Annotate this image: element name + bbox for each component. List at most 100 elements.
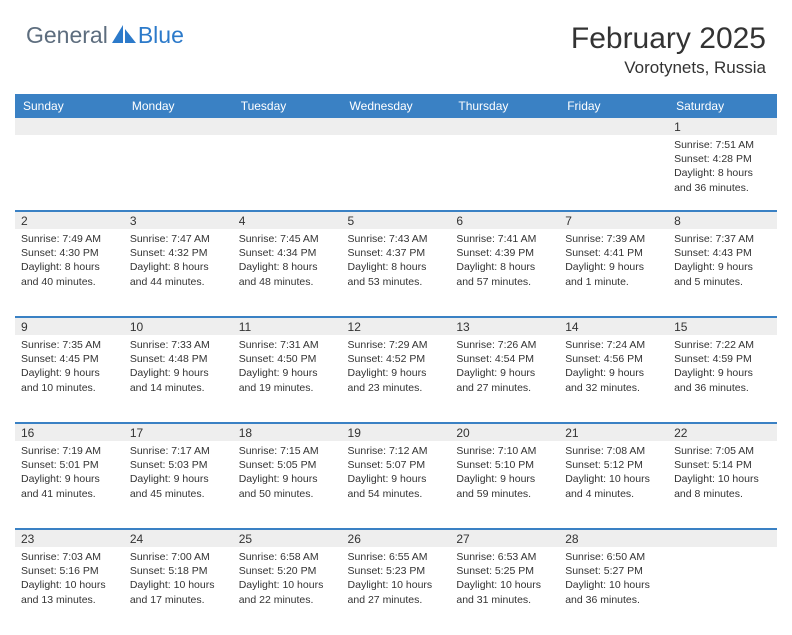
daylight-line: Daylight: 9 hours and 10 minutes. [21, 366, 118, 394]
location-text: Vorotynets, Russia [571, 58, 766, 78]
day-number: 14 [565, 320, 662, 334]
sunset-line: Sunset: 4:45 PM [21, 352, 118, 366]
day-number-cell: 14 [559, 317, 668, 335]
sunrise-line: Sunrise: 7:51 AM [674, 138, 771, 152]
sunset-line: Sunset: 5:27 PM [565, 564, 662, 578]
day-cell: Sunrise: 7:37 AMSunset: 4:43 PMDaylight:… [668, 229, 777, 317]
day-number-cell: 7 [559, 211, 668, 229]
day-header-cell: Sunday [15, 94, 124, 118]
day-number: 1 [674, 120, 771, 134]
day-number-row: 23 24 25262728 [15, 529, 777, 547]
daylight-line: Daylight: 8 hours and 36 minutes. [674, 166, 771, 194]
daylight-line: Daylight: 10 hours and 36 minutes. [565, 578, 662, 606]
day-number: 6 [456, 214, 553, 228]
sunrise-line: Sunrise: 7:29 AM [348, 338, 445, 352]
sunrise-line: Sunrise: 7:31 AM [239, 338, 336, 352]
day-cell: Sunrise: 7:24 AMSunset: 4:56 PMDaylight:… [559, 335, 668, 423]
daylight-line: Daylight: 9 hours and 1 minute. [565, 260, 662, 288]
day-details-row: Sunrise: 7:49 AMSunset: 4:30 PMDaylight:… [15, 229, 777, 317]
day-number: 10 [130, 320, 227, 334]
daylight-line: Daylight: 10 hours and 22 minutes. [239, 578, 336, 606]
day-cell: Sunrise: 7:29 AMSunset: 4:52 PMDaylight:… [342, 335, 451, 423]
day-number-cell: 1 [668, 118, 777, 135]
sunset-line: Sunset: 5:18 PM [130, 564, 227, 578]
daylight-line: Daylight: 8 hours and 44 minutes. [130, 260, 227, 288]
sunset-line: Sunset: 4:30 PM [21, 246, 118, 260]
month-title: February 2025 [571, 22, 766, 56]
day-number: 2 [21, 214, 118, 228]
day-number-cell: 28 [559, 529, 668, 547]
day-cell: Sunrise: 6:53 AMSunset: 5:25 PMDaylight:… [450, 547, 559, 635]
sunrise-line: Sunrise: 7:39 AM [565, 232, 662, 246]
sunrise-line: Sunrise: 7:24 AM [565, 338, 662, 352]
day-number-cell: 11 [233, 317, 342, 335]
daylight-line: Daylight: 9 hours and 23 minutes. [348, 366, 445, 394]
day-cell: Sunrise: 7:12 AMSunset: 5:07 PMDaylight:… [342, 441, 451, 529]
day-number-cell [342, 118, 451, 135]
day-number-cell: 25 [233, 529, 342, 547]
day-number: 21 [565, 426, 662, 440]
day-number: 8 [674, 214, 771, 228]
day-number-cell: 2 [15, 211, 124, 229]
day-cell: Sunrise: 7:51 AMSunset: 4:28 PMDaylight:… [668, 135, 777, 211]
day-number-cell: 24 [124, 529, 233, 547]
sunrise-line: Sunrise: 7:19 AM [21, 444, 118, 458]
daylight-line: Daylight: 9 hours and 19 minutes. [239, 366, 336, 394]
daylight-line: Daylight: 9 hours and 54 minutes. [348, 472, 445, 500]
daylight-line: Daylight: 8 hours and 57 minutes. [456, 260, 553, 288]
sunrise-line: Sunrise: 6:50 AM [565, 550, 662, 564]
day-number: 4 [239, 214, 336, 228]
day-cell [342, 135, 451, 211]
sunset-line: Sunset: 5:05 PM [239, 458, 336, 472]
day-number: 23 [21, 532, 118, 546]
sunrise-line: Sunrise: 7:33 AM [130, 338, 227, 352]
sunrise-line: Sunrise: 7:26 AM [456, 338, 553, 352]
day-number: 24 [130, 532, 227, 546]
daylight-line: Daylight: 10 hours and 13 minutes. [21, 578, 118, 606]
day-cell: Sunrise: 7:43 AMSunset: 4:37 PMDaylight:… [342, 229, 451, 317]
sunset-line: Sunset: 4:37 PM [348, 246, 445, 260]
day-header-cell: Saturday [668, 94, 777, 118]
sunset-line: Sunset: 4:54 PM [456, 352, 553, 366]
day-cell [668, 547, 777, 635]
sunrise-line: Sunrise: 7:10 AM [456, 444, 553, 458]
day-number: 9 [21, 320, 118, 334]
day-number: 19 [348, 426, 445, 440]
day-number-cell: 17 [124, 423, 233, 441]
sunrise-line: Sunrise: 7:41 AM [456, 232, 553, 246]
day-number-cell: 15 [668, 317, 777, 335]
day-header-row: SundayMondayTuesdayWednesdayThursdayFrid… [15, 94, 777, 118]
day-cell [15, 135, 124, 211]
sunrise-line: Sunrise: 7:47 AM [130, 232, 227, 246]
sunset-line: Sunset: 5:14 PM [674, 458, 771, 472]
day-number: 17 [130, 426, 227, 440]
day-number-cell: 9 [15, 317, 124, 335]
day-cell: Sunrise: 7:39 AMSunset: 4:41 PMDaylight:… [559, 229, 668, 317]
sunrise-line: Sunrise: 7:22 AM [674, 338, 771, 352]
day-cell: Sunrise: 7:00 AMSunset: 5:18 PMDaylight:… [124, 547, 233, 635]
day-cell: Sunrise: 7:35 AMSunset: 4:45 PMDaylight:… [15, 335, 124, 423]
day-number-cell [15, 118, 124, 135]
sunset-line: Sunset: 4:41 PM [565, 246, 662, 260]
day-cell: Sunrise: 7:17 AMSunset: 5:03 PMDaylight:… [124, 441, 233, 529]
day-cell: Sunrise: 7:45 AMSunset: 4:34 PMDaylight:… [233, 229, 342, 317]
day-number-cell: 19 [342, 423, 451, 441]
sunset-line: Sunset: 5:25 PM [456, 564, 553, 578]
sunset-line: Sunset: 5:16 PM [21, 564, 118, 578]
sunrise-line: Sunrise: 7:15 AM [239, 444, 336, 458]
day-number-cell [668, 529, 777, 547]
day-cell: Sunrise: 7:08 AMSunset: 5:12 PMDaylight:… [559, 441, 668, 529]
day-cell: Sunrise: 7:22 AMSunset: 4:59 PMDaylight:… [668, 335, 777, 423]
sunset-line: Sunset: 4:59 PM [674, 352, 771, 366]
day-number-cell [559, 118, 668, 135]
day-number-cell: 16 [15, 423, 124, 441]
day-cell [124, 135, 233, 211]
day-cell: Sunrise: 7:26 AMSunset: 4:54 PMDaylight:… [450, 335, 559, 423]
day-cell: Sunrise: 7:41 AMSunset: 4:39 PMDaylight:… [450, 229, 559, 317]
day-cell: Sunrise: 6:58 AMSunset: 5:20 PMDaylight:… [233, 547, 342, 635]
day-number-cell: 26 [342, 529, 451, 547]
day-cell: Sunrise: 7:47 AMSunset: 4:32 PMDaylight:… [124, 229, 233, 317]
day-number-cell: 27 [450, 529, 559, 547]
day-number-cell [124, 118, 233, 135]
daylight-line: Daylight: 9 hours and 45 minutes. [130, 472, 227, 500]
